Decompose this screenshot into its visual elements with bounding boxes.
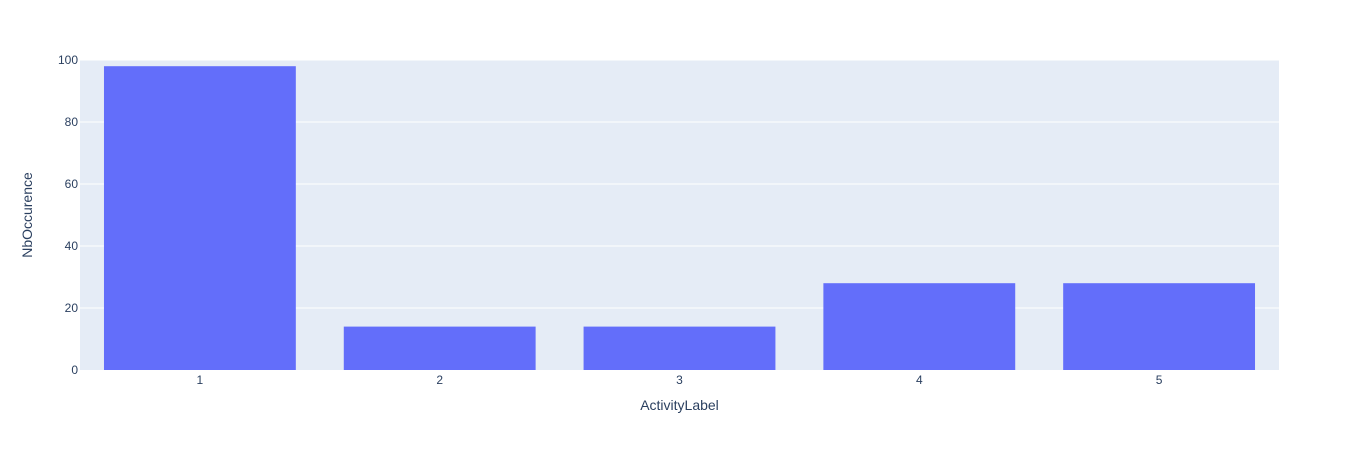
x-axis-title: ActivityLabel	[640, 397, 719, 413]
bar[interactable]	[1063, 283, 1256, 370]
y-axis-ticks: 0 20 40 60 80 100	[58, 53, 78, 377]
y-tick-label: 100	[58, 53, 78, 67]
y-tick-label: 80	[65, 115, 79, 129]
x-axis-ticks: 1 2 3 4 5	[197, 373, 1163, 387]
bars	[103, 66, 1256, 370]
y-axis-title: NbOccurence	[19, 172, 35, 258]
bar[interactable]	[823, 283, 1016, 370]
bar[interactable]	[343, 326, 536, 370]
y-tick-label: 0	[71, 363, 78, 377]
y-tick-label: 60	[65, 177, 79, 191]
y-tick-label: 20	[65, 301, 79, 315]
x-tick-label: 1	[197, 373, 204, 387]
x-tick-label: 5	[1156, 373, 1163, 387]
x-tick-label: 3	[676, 373, 683, 387]
bar[interactable]	[583, 326, 776, 370]
x-tick-label: 4	[916, 373, 923, 387]
x-tick-label: 2	[436, 373, 443, 387]
y-tick-label: 40	[65, 239, 79, 253]
bar[interactable]	[103, 66, 296, 370]
